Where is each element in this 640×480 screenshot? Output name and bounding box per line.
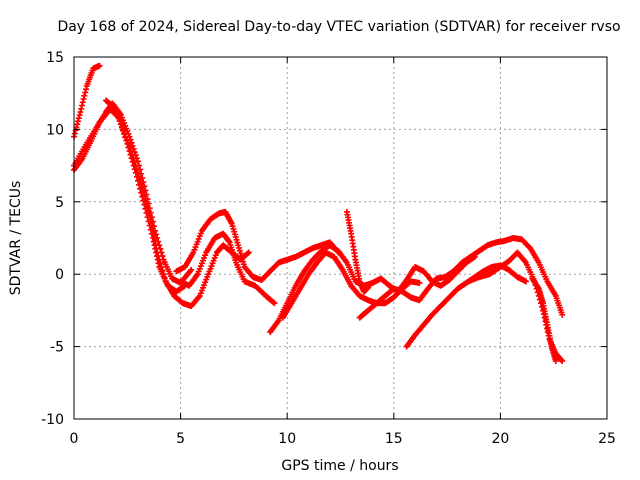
data-point <box>552 358 559 365</box>
data-point <box>559 358 566 365</box>
data-point <box>136 173 143 180</box>
data-point <box>140 188 147 195</box>
data-point <box>96 62 103 69</box>
x-tick-label: 5 <box>176 431 185 447</box>
data-point <box>128 139 135 146</box>
data-point <box>245 249 252 256</box>
data-point <box>157 260 164 267</box>
y-tick-label: 15 <box>46 50 64 66</box>
y-tick-label: -10 <box>41 412 64 428</box>
x-axis-label: GPS time / hours <box>281 458 398 474</box>
data-point <box>155 253 162 260</box>
data-point <box>244 250 251 257</box>
series-arc-11 <box>403 262 529 350</box>
y-tick-label: 10 <box>46 122 64 138</box>
data-point <box>139 184 146 191</box>
data-point <box>133 166 140 173</box>
data-point <box>128 148 135 155</box>
data-point <box>188 266 195 273</box>
data-point <box>122 133 129 140</box>
y-axis-label: SDTVAR / TECUs <box>8 181 24 296</box>
data-point <box>365 284 372 291</box>
data-point <box>146 212 153 219</box>
data-point <box>134 169 141 176</box>
data-point <box>131 158 138 165</box>
data-point <box>158 263 165 270</box>
x-tick-label: 10 <box>278 431 296 447</box>
data-point <box>138 180 145 187</box>
x-tick-label: 0 <box>70 431 79 447</box>
data-point <box>145 208 152 215</box>
data-point <box>144 204 151 211</box>
data-point <box>126 144 133 151</box>
data-point <box>522 278 529 285</box>
data-point <box>141 192 148 199</box>
data-point <box>271 300 278 307</box>
plot-frame <box>73 56 608 420</box>
series-arc-6 <box>177 230 278 307</box>
series-arc-2 <box>71 100 195 286</box>
data-point <box>143 200 150 207</box>
data-point <box>559 311 566 318</box>
data-point <box>142 196 149 203</box>
data-point <box>130 155 137 162</box>
series-arc-10 <box>356 235 566 321</box>
series-arc-13 <box>529 275 559 365</box>
data-point <box>416 279 423 286</box>
series-arc-9 <box>343 208 372 295</box>
grid <box>74 57 607 419</box>
chart-title: Day 168 of 2024, Sidereal Day-to-day VTE… <box>57 19 620 35</box>
data-point <box>124 137 131 144</box>
y-tick-label: -5 <box>50 340 64 356</box>
data-point <box>125 140 132 147</box>
x-tick-label: 25 <box>598 431 616 447</box>
x-tick-label: 15 <box>385 431 403 447</box>
data-point <box>129 151 136 158</box>
x-tick-label: 20 <box>491 431 509 447</box>
data-point <box>121 130 128 137</box>
data-point <box>137 177 144 184</box>
data-point <box>161 274 168 281</box>
series-arc-1 <box>71 62 103 140</box>
data-point <box>160 271 167 278</box>
data-point <box>159 267 166 274</box>
data-point <box>132 162 139 169</box>
axis-ticks: 0 5 10 15 20 25 -10 -5 0 5 10 15 <box>41 50 616 447</box>
y-tick-label: 5 <box>55 195 64 211</box>
data-point <box>120 126 127 133</box>
data-point <box>110 103 117 110</box>
data-point <box>154 249 161 256</box>
data-point <box>156 256 163 263</box>
data-point <box>270 299 277 306</box>
y-tick-label: 0 <box>55 267 64 283</box>
data-points <box>71 62 566 365</box>
